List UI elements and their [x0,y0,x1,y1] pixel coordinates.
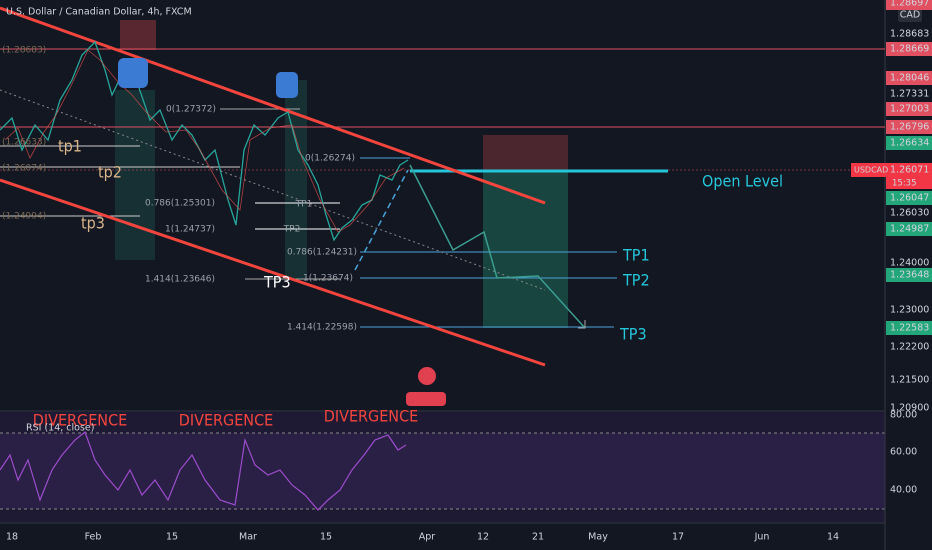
fib-label: 0(1.26274) [305,154,355,164]
time-tick: 15 [166,532,178,543]
tp-label: tp2 [98,163,122,182]
price-tick: 1.23000 [890,305,929,316]
fib-tag: TP1 [295,200,313,210]
projection-arrow [578,320,586,329]
price-badge [886,120,932,134]
fib-label: 0.786(1.25301) [145,199,215,209]
old-level: (1.26074) [2,164,46,174]
thumb-icon [276,72,298,98]
price-tick: 1.23648 [890,270,929,281]
price-tick: 1.24000 [890,258,929,269]
target-label: TP3 [619,325,647,344]
event-icon [406,392,446,406]
divergence-label: DIVERGENCE [179,411,273,430]
price-tick: 1.26030 [890,208,929,219]
price-tick: 1.22200 [890,342,929,353]
price-tick: 1.24987 [890,224,929,235]
price-tick: 1.28683 [890,29,929,40]
price-badge [886,163,932,177]
currency-badge [898,7,922,22]
price-tick: 1.28697 [890,0,929,9]
fib-label: 1.414(1.23646) [145,275,215,285]
price-badge [886,222,932,236]
price-tick: 1.28046 [890,73,929,84]
old-level: (1.28683) [2,46,46,56]
price-axis: 1.28697 1.28683 1.28669 1.28046 1.27331 1.270… [6,0,932,543]
event-icon [418,367,436,385]
rsi-tick: 80.00 [890,410,917,421]
target-box [483,170,568,328]
symbol-badge [851,163,886,177]
currency: CAD [900,10,920,21]
stop-box [483,135,568,170]
symbol-title: U.S. Dollar / Canadian Dollar, 4h, FXCM [6,7,192,18]
price-tick: 1.22583 [890,323,929,334]
tp-label: tp3 [81,214,105,233]
shade [120,20,156,50]
price-badge [886,136,932,150]
rsi-series [0,431,407,511]
annotations: Open Level TP1 TP2 TP3 tp1 tp2 tp3 TP3 0(1.27372… [2,46,783,430]
rsi-tick: 40.00 [890,485,917,496]
time-tick: 15 [320,532,332,543]
price-badge [886,0,932,10]
channel-upper [0,6,546,205]
time-tick: 17 [672,532,684,543]
price-series-shadow [4,49,405,233]
channel-mid [0,89,546,291]
fib-label: 1.414(1.22598) [287,323,357,333]
fib-tag: TP2 [283,225,301,235]
price-badge [886,268,932,282]
countdown-badge [886,177,932,189]
rsi-tick: 60.00 [890,447,917,458]
old-level: (1.24994) [2,212,46,222]
tp3-label: TP3 [263,273,291,292]
rsi-band [0,433,885,509]
countdown: 15:35 [892,179,917,189]
time-tick: Jun [754,532,770,543]
tp-label: tp1 [58,137,82,156]
price-tick: 1.26634 [890,138,929,149]
projection [409,164,586,329]
fib-label: 1(1.24737) [165,225,215,235]
thumb-icon [118,58,148,88]
price-tick: 1.28669 [890,44,929,55]
time-tick: Apr [419,532,436,543]
rsi-label: RSI (14, close) [26,423,94,434]
divergence-label: DIVERGENCE [33,411,127,430]
price-tick: 1.26796 [890,122,929,133]
old-level: (1.26633) [2,138,46,148]
target-label: TP1 [622,246,650,265]
time-tick: May [588,532,608,543]
price-tick: 1.26071 [890,165,929,176]
time-tick: 18 [6,532,18,543]
trend-dash [354,169,409,271]
price-tick: 1.27003 [890,104,929,115]
price-badge [886,42,932,56]
channel-lower [0,178,546,367]
open-level-label: Open Level [702,172,783,191]
price-series [0,40,409,242]
price-badge [886,71,932,85]
price-badge [886,321,932,335]
time-tick: Mar [239,532,257,543]
price-tick: 1.27331 [890,89,929,100]
time-tick: Feb [85,532,102,543]
time-tick: 14 [827,532,839,543]
time-tick: 21 [532,532,544,543]
time-tick: 12 [477,532,489,543]
price-badge [886,191,932,205]
fib-label: 0.786(1.24231) [287,248,357,258]
price-tick: 1.21500 [890,375,929,386]
fib-label: 0(1.27372) [166,105,216,115]
divergence-label: DIVERGENCE [324,407,418,426]
target-label: TP2 [622,271,650,290]
shade [285,80,307,280]
price-tick: 1.26047 [890,193,929,204]
price-badge [886,102,932,116]
symbol-tag: USDCAD [854,166,888,175]
price-tick: 1.20900 [890,403,929,414]
fib-label: 1(1.23674) [303,274,353,284]
